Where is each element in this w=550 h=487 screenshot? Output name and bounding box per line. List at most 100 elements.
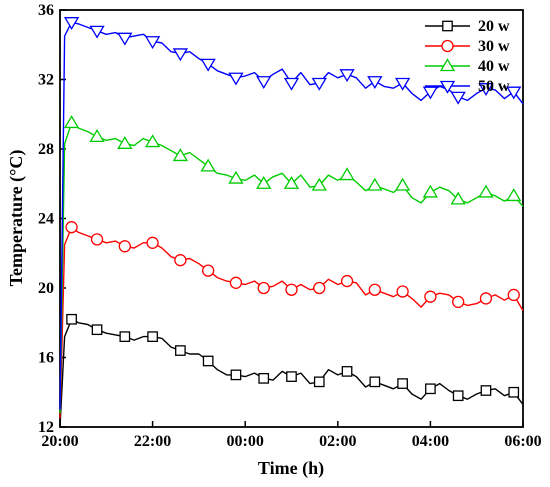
data-point-20w (508, 386, 520, 398)
series-line-40w (59, 122, 524, 414)
data-point-40w (63, 115, 80, 129)
data-point-20w (147, 331, 158, 343)
data-point-20w (397, 378, 408, 389)
data-point-40w (283, 175, 300, 189)
data-point-50w (394, 77, 411, 91)
series-layer (59, 17, 524, 428)
data-point-50w (172, 48, 189, 62)
y-axis-title: Temperature (°C) (6, 150, 27, 287)
y-tick-label: 28 (38, 141, 54, 158)
data-point-40w (228, 170, 244, 184)
data-point-30w (90, 233, 104, 246)
y-tick-label: 32 (38, 72, 54, 89)
data-point-40w (311, 177, 327, 191)
data-point-50w (422, 86, 439, 100)
data-point-50w (311, 77, 327, 91)
legend-marker-30w (441, 39, 454, 53)
data-point-40w (172, 148, 189, 162)
data-point-20w (230, 369, 242, 381)
data-point-40w (478, 184, 494, 198)
series-line-30w (59, 226, 524, 419)
data-point-20w (313, 376, 325, 388)
data-point-30w (285, 283, 298, 296)
series-50w (59, 17, 524, 410)
data-point-30w (313, 281, 326, 295)
data-point-40w (422, 184, 439, 198)
y-tick-label: 36 (38, 2, 54, 19)
x-tick-label: 00:00 (227, 433, 264, 450)
x-tick-label: 22:00 (134, 433, 171, 450)
data-point-20w (286, 371, 297, 382)
legend-marker-20w (442, 20, 453, 32)
data-point-50w (89, 25, 105, 39)
legend: 20 w 30 w 40 w 50 w (425, 18, 510, 95)
data-point-50w (283, 77, 300, 91)
data-point-30w (174, 254, 187, 267)
legend-marker-40w (439, 58, 456, 72)
data-point-30w (118, 240, 131, 253)
data-point-20w (175, 345, 186, 356)
plot-frame (59, 9, 524, 428)
data-point-30w (340, 274, 354, 288)
data-point-40w (256, 175, 272, 189)
data-point-40w (117, 136, 133, 149)
data-point-50w (63, 17, 80, 30)
legend-marker-50w (439, 80, 456, 94)
series-40w (59, 115, 524, 414)
y-tick-label: 20 (38, 280, 54, 297)
data-point-50w (200, 58, 216, 72)
data-point-50w (256, 76, 272, 90)
legend-label-20w: 20 w (478, 18, 510, 35)
data-point-30w (452, 295, 465, 309)
data-point-20w (425, 383, 436, 395)
data-point-50w (506, 86, 522, 100)
x-tick-label: 04:00 (412, 433, 449, 450)
x-tick-label: 20:00 (41, 433, 78, 450)
legend-label-50w: 50 w (478, 78, 510, 95)
data-point-50w (367, 76, 383, 90)
data-point-20w (258, 372, 270, 384)
y-tick-label: 12 (38, 419, 54, 436)
data-point-30w (396, 285, 409, 298)
data-point-40w (450, 191, 466, 205)
data-point-30w (368, 283, 381, 296)
data-point-20w (452, 390, 464, 402)
data-point-20w (480, 385, 492, 396)
legend-label-30w: 30 w (478, 38, 510, 55)
x-axis-title: Time (h) (258, 458, 324, 479)
data-point-30w (424, 290, 437, 303)
x-tick-label: 02:00 (319, 433, 356, 450)
data-point-30w (507, 288, 520, 302)
series-20w (59, 313, 524, 428)
data-point-40w (200, 158, 216, 172)
data-point-20w (91, 324, 103, 336)
data-point-40w (367, 177, 383, 191)
data-point-30w (146, 236, 159, 249)
data-point-50w (117, 32, 133, 46)
data-point-40w (506, 188, 522, 202)
data-point-50w (478, 83, 494, 96)
data-point-50w (450, 91, 466, 105)
data-point-50w (228, 72, 244, 86)
data-point-30w (257, 281, 270, 295)
x-tick-label: 06:00 (504, 433, 541, 450)
data-point-40w (394, 177, 411, 191)
data-point-50w (144, 36, 161, 50)
data-point-40w (339, 167, 355, 181)
data-point-40w (144, 134, 161, 148)
data-point-30w (65, 221, 78, 234)
data-point-20w (369, 376, 381, 388)
data-point-30w (229, 276, 243, 289)
y-tick-label: 16 (38, 350, 54, 367)
data-point-40w (89, 129, 105, 142)
data-point-50w (339, 69, 355, 83)
data-point-30w (202, 264, 215, 277)
series-30w (59, 221, 524, 419)
y-tick-label: 24 (38, 211, 54, 228)
legend-label-40w: 40 w (478, 58, 510, 75)
data-point-30w (479, 292, 493, 305)
data-point-20w (119, 331, 131, 343)
data-point-20w (341, 366, 353, 377)
data-point-20w (66, 313, 77, 325)
